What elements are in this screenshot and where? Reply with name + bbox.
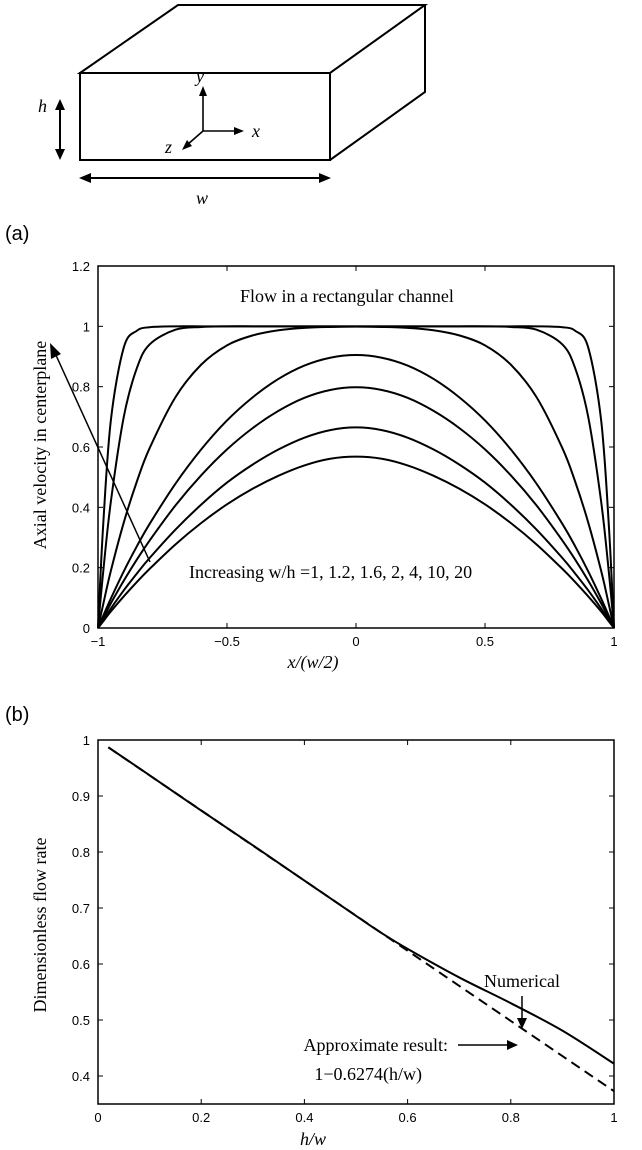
chart-a-ytick-label: 0 xyxy=(83,621,90,636)
chart-a-series-wh-4 xyxy=(97,325,615,629)
chart-a-series-wh-20 xyxy=(97,325,615,629)
label-z: z xyxy=(164,137,172,157)
chart-a-series-wh-10 xyxy=(97,325,615,629)
chart-b-ytick-label: 0.9 xyxy=(72,789,90,804)
chart-a-ytick-label: 1.2 xyxy=(72,259,90,274)
label-w: w xyxy=(196,188,208,208)
w-arrow-head-left xyxy=(79,173,91,183)
chart-b-plot-frame xyxy=(97,739,615,1105)
chart-b-ytick-label: 1 xyxy=(83,733,90,748)
chart-b-xtick-label: 0.8 xyxy=(502,1110,520,1125)
chart-a-xtick-label: 0.5 xyxy=(476,634,494,649)
h-arrow-head-top xyxy=(55,99,65,110)
chart-a-ylabel: Axial velocity in centerplane xyxy=(30,341,50,549)
chart-b-ytick-label: 0.4 xyxy=(72,1069,90,1084)
channel-front-face xyxy=(79,72,331,161)
chart-a-xtick-label: 1 xyxy=(610,634,617,649)
y-axis-arrowhead xyxy=(199,86,207,96)
chart-a-series-wh-1_2 xyxy=(97,426,615,629)
label-h: h xyxy=(38,96,47,116)
chart-b-ytick-label: 0.6 xyxy=(72,957,90,972)
chart-b-legend-formula: 1−0.6274(h/w) xyxy=(314,1064,422,1085)
panel-label-b: (b) xyxy=(5,704,29,726)
chart-b: 0 0.2 0.4 0.6 0.8 1 0.4 0.5 0.6 0.7 0.8 0.9 1 xyxy=(72,733,618,1125)
chart-b-xtick-label: 0.4 xyxy=(295,1110,313,1125)
chart-b-xtick-label: 1 xyxy=(610,1110,617,1125)
chart-b-legend-approx: Approximate result: xyxy=(304,1035,448,1055)
w-arrow-head-right xyxy=(319,173,331,183)
z-axis-arrow xyxy=(186,130,204,146)
chart-b-numerical-arrow xyxy=(517,996,527,1029)
label-y: y xyxy=(194,66,204,86)
chart-a-series-wh-1_6 xyxy=(97,386,615,629)
chart-a-ytick-label: 0.6 xyxy=(72,440,90,455)
chart-b-xtick-label: 0.6 xyxy=(399,1110,417,1125)
chart-a-ytick-label: 1 xyxy=(83,319,90,334)
chart-a-ytick-label: 0.2 xyxy=(72,561,90,576)
x-axis-arrowhead xyxy=(234,127,244,135)
z-axis-arrowhead xyxy=(182,140,192,150)
channel-top-face xyxy=(76,4,429,74)
chart-a-annotation-arrow xyxy=(50,343,151,563)
panel-label-a: (a) xyxy=(5,223,29,245)
chart-a-xtick-label: 0 xyxy=(352,634,359,649)
chart-b-xtick-label: 0.2 xyxy=(192,1110,210,1125)
chart-b-series-numerical xyxy=(107,746,615,1065)
chart-a-xtick-label: −0.5 xyxy=(214,634,240,649)
chart-b-series-approximate xyxy=(107,746,615,1092)
chart-b-approx-arrow xyxy=(458,1040,518,1050)
chart-a-ytick-label: 0.4 xyxy=(72,500,90,515)
chart-b-xlabel: h/w xyxy=(300,1129,326,1149)
channel-side-face xyxy=(329,5,426,161)
chart-a-title: Flow in a rectangular channel xyxy=(240,286,454,306)
chart-a: −1 −0.5 0 0.5 1 0 0.2 0.4 0.6 0.8 1 1.2 xyxy=(72,259,618,649)
chart-b-xtick-label: 0 xyxy=(94,1110,101,1125)
chart-a-xlabel: x/(w/2) xyxy=(287,652,339,673)
chart-a-ytick-label: 0.8 xyxy=(72,380,90,395)
chart-b-legend-numerical: Numerical xyxy=(484,971,560,991)
chart-b-ylabel: Dimensionless flow rate xyxy=(30,838,50,1013)
chart-b-ytick-label: 0.7 xyxy=(72,901,90,916)
chart-a-series-wh-1 xyxy=(97,455,615,629)
chart-b-ytick-label: 0.8 xyxy=(72,845,90,860)
h-arrow-head-bottom xyxy=(55,149,65,160)
chart-a-annotation: Increasing w/h =1, 1.2, 1.6, 2, 4, 10, 2… xyxy=(189,562,472,582)
channel-diagram xyxy=(55,4,429,183)
label-x: x xyxy=(251,121,260,141)
chart-a-xtick-label: −1 xyxy=(91,634,106,649)
chart-b-ytick-label: 0.5 xyxy=(72,1013,90,1028)
